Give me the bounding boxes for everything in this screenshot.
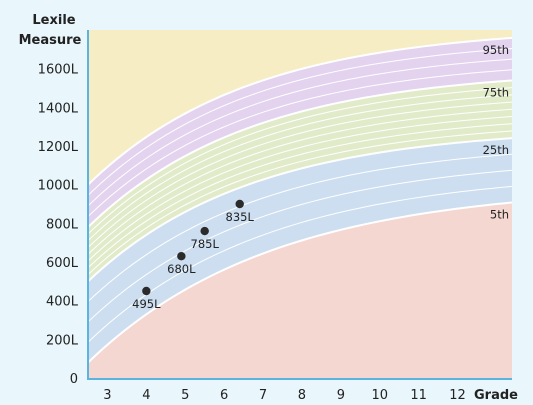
x-axis-title: Grade (474, 388, 518, 403)
percentile-line-14 (87, 153, 513, 302)
percentile-line-16 (87, 185, 513, 343)
y-tick-label: 1200L (38, 140, 79, 155)
x-tick-labels: 3 4 5 6 7 8 9 10 11 12 (103, 388, 466, 403)
band-5-25 (88, 138, 512, 363)
x-tick-label: 6 (220, 388, 228, 403)
percentile-line-10 (87, 108, 513, 255)
x-tick-label: 9 (337, 388, 345, 403)
band-25-75 (88, 80, 512, 282)
data-point-label: 680L (167, 262, 196, 276)
data-point-label: 835L (226, 210, 255, 224)
percentile-bands (88, 30, 512, 378)
y-tick-label: 200L (46, 333, 79, 348)
y-tick-label: 1000L (38, 179, 79, 194)
percentile-line-9 (87, 101, 513, 248)
percentile-line-4 (87, 48, 513, 196)
data-point (142, 286, 151, 296)
y-tick-label: 0 (70, 372, 78, 387)
y-tick-labels: 0 200L 400L 600L 800L 1000L 1200L 1400L 1600L (38, 63, 79, 387)
y-tick-label: 800L (46, 217, 79, 232)
percentile-label-25th: 25th (483, 143, 509, 157)
percentile-label-75th: 75th (483, 85, 509, 99)
percentile-label-5th: 5th (490, 207, 509, 221)
y-tick-label: 600L (46, 256, 79, 271)
y-tick-label: 1600L (38, 63, 79, 78)
data-point (235, 199, 244, 209)
percentile-curves (87, 36, 513, 364)
data-point (177, 252, 186, 261)
percentile-line-7 (87, 87, 513, 235)
percentile-line-6 (87, 69, 513, 217)
data-points: 495L 680L 785L 835L (132, 199, 255, 311)
x-tick-label: 12 (449, 388, 466, 403)
x-tick-label: 4 (142, 388, 150, 403)
percentile-line-5 (87, 58, 513, 207)
y-tick-label: 400L (46, 295, 79, 310)
y-axis-title-line1: Lexile (32, 13, 75, 28)
percentile-line-8 (87, 94, 513, 242)
percentile-line-13 (87, 130, 513, 275)
percentile-line-12 (87, 123, 513, 269)
data-point (200, 226, 209, 236)
data-point-label: 785L (191, 237, 220, 251)
band-below-5 (88, 202, 512, 378)
x-tick-label: 11 (410, 388, 427, 403)
band-top (88, 30, 512, 185)
x-tick-label: 5 (181, 388, 189, 403)
percentile-line-11 (87, 116, 513, 262)
x-tick-label: 8 (298, 388, 306, 403)
x-tick-label: 7 (259, 388, 267, 403)
percentile-labels: 95th 75th 25th 5th (483, 43, 509, 222)
x-tick-label: 3 (103, 388, 111, 403)
y-axis-title-line2: Measure (19, 33, 82, 48)
y-tick-label: 1400L (38, 101, 79, 116)
data-point-label: 495L (132, 297, 161, 311)
percentile-line-0 (87, 36, 513, 186)
band-75-95 (88, 37, 512, 228)
percentile-line-1 (87, 79, 513, 228)
percentile-label-95th: 95th (483, 43, 509, 57)
percentile-line-2 (87, 137, 513, 283)
x-tick-label: 10 (371, 388, 388, 403)
percentile-line-15 (87, 169, 513, 323)
axes (87, 30, 512, 380)
percentile-line-3 (87, 201, 513, 364)
